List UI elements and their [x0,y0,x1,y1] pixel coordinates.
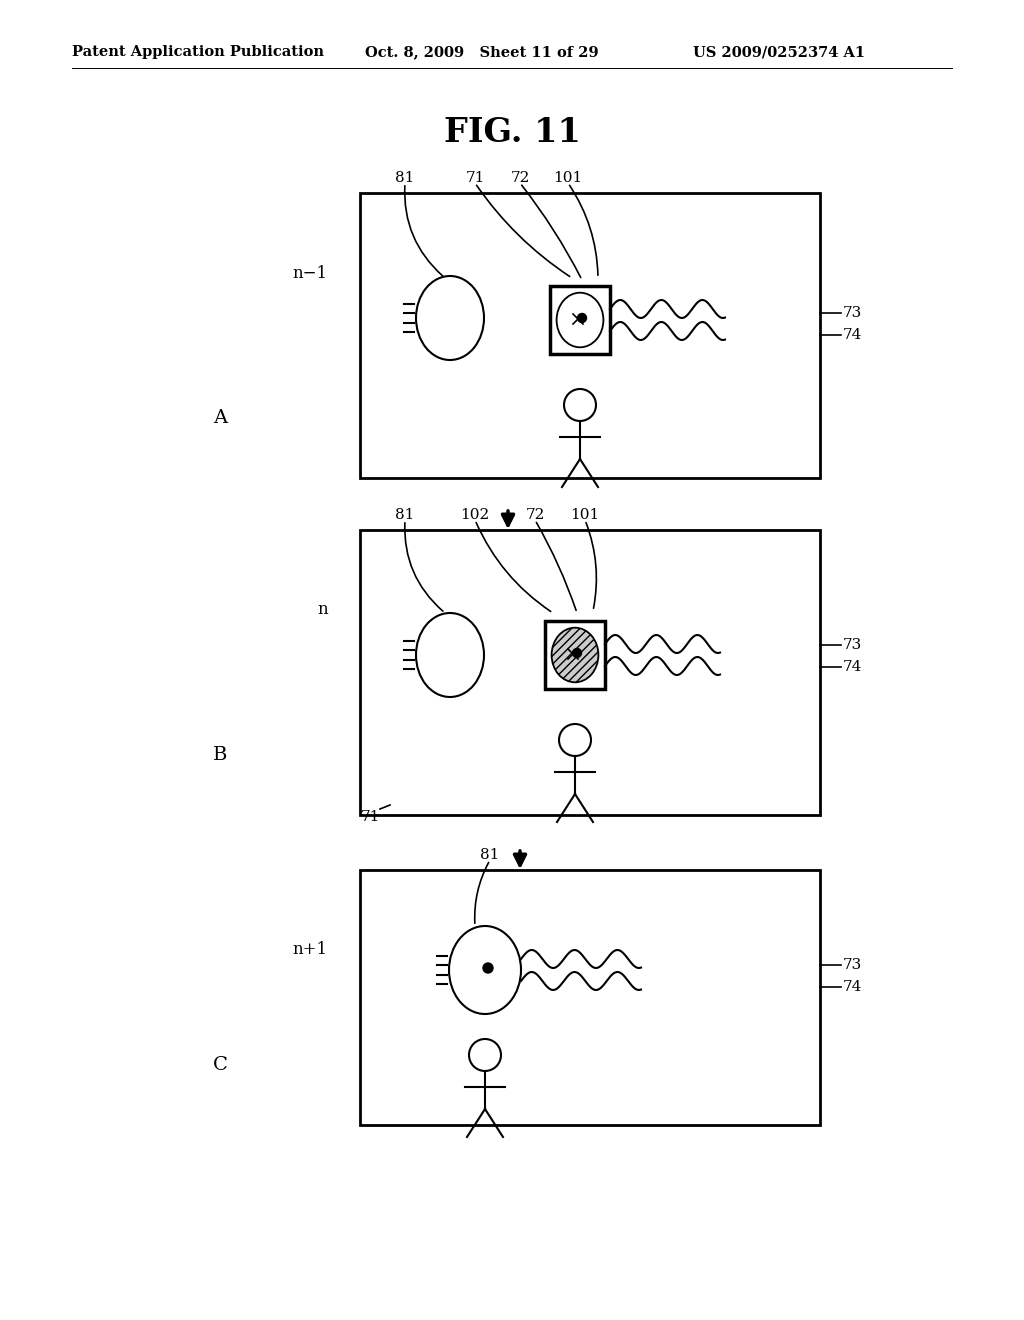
Text: US 2009/0252374 A1: US 2009/0252374 A1 [693,45,865,59]
Ellipse shape [416,612,484,697]
Text: Patent Application Publication: Patent Application Publication [72,45,324,59]
Text: Oct. 8, 2009   Sheet 11 of 29: Oct. 8, 2009 Sheet 11 of 29 [365,45,599,59]
Text: 81: 81 [480,847,500,862]
Text: C: C [213,1056,227,1074]
Text: 72: 72 [525,508,545,521]
Text: 81: 81 [395,508,415,521]
Text: 74: 74 [843,979,862,994]
Text: n: n [317,602,328,619]
Ellipse shape [416,276,484,360]
Bar [360,870,820,1125]
Ellipse shape [552,628,598,682]
Text: 102: 102 [461,508,489,521]
Circle shape [483,964,493,973]
Circle shape [572,648,582,657]
Text: 73: 73 [843,638,862,652]
Text: FIG. 11: FIG. 11 [443,116,581,149]
Text: A: A [213,409,227,426]
Circle shape [578,314,587,322]
Bar [550,286,610,354]
Text: 71: 71 [360,810,380,824]
Text: 72: 72 [510,172,529,185]
Ellipse shape [557,293,603,347]
Text: 101: 101 [570,508,600,521]
Text: 101: 101 [553,172,583,185]
Bar [360,193,820,478]
Ellipse shape [449,927,521,1014]
Text: 73: 73 [843,958,862,972]
Bar [360,531,820,814]
Text: n−1: n−1 [293,264,328,281]
Text: 71: 71 [465,172,484,185]
Text: n+1: n+1 [293,941,328,958]
Text: B: B [213,746,227,764]
Text: 74: 74 [843,327,862,342]
Bar [545,620,605,689]
Text: 74: 74 [843,660,862,675]
Text: 73: 73 [843,306,862,319]
Text: 81: 81 [395,172,415,185]
